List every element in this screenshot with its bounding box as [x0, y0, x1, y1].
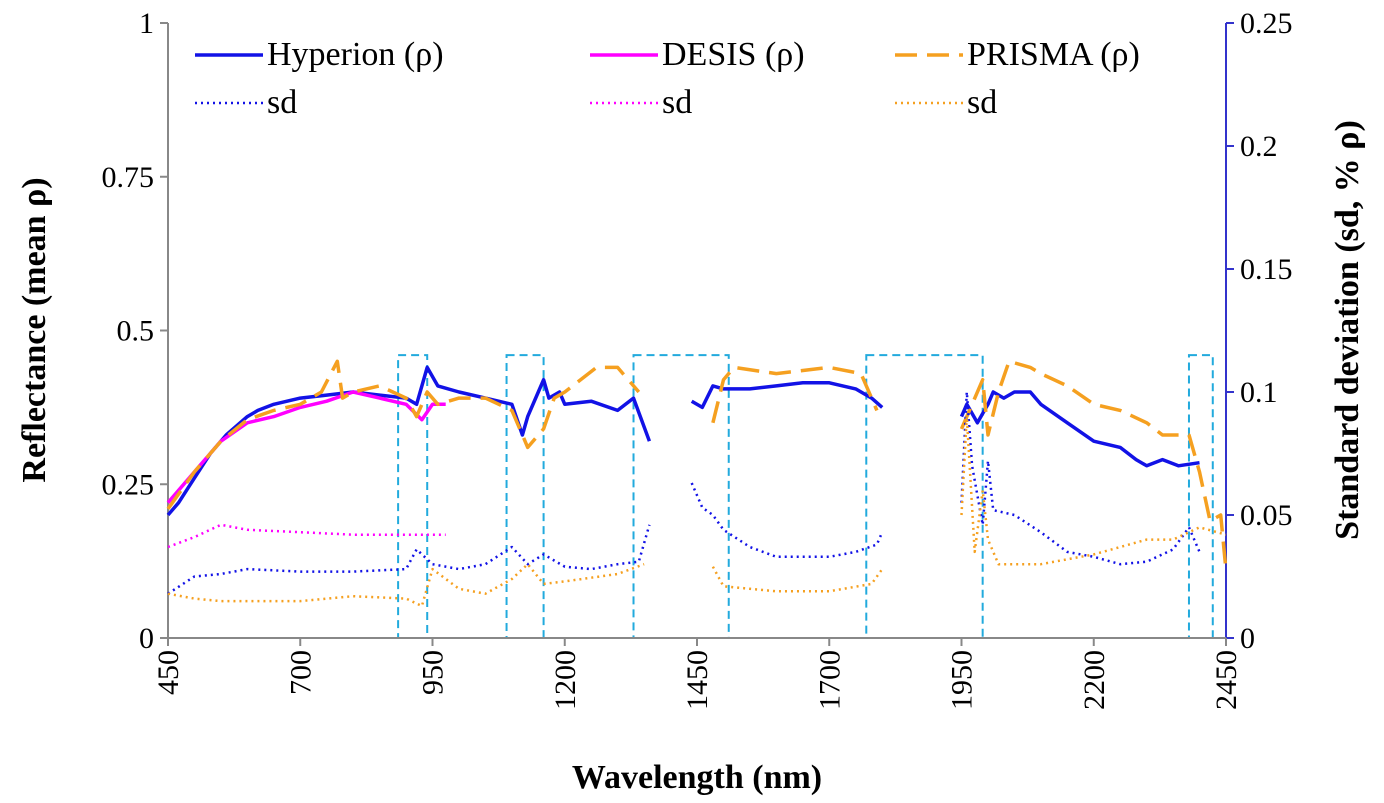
highlight-range: [865, 354, 984, 639]
y-tick-label: 1: [139, 7, 154, 40]
x-tick-label: 450: [152, 650, 185, 695]
x-tick-label: 2200: [1078, 650, 1111, 710]
highlight-range: [1187, 354, 1214, 639]
y2-tick-label: 0.25: [1240, 7, 1293, 40]
legend-label: sd: [967, 84, 997, 121]
y-tick-label: 0.75: [102, 161, 155, 194]
y-tick-label: 0.25: [102, 468, 155, 501]
x-tick-label: 1450: [681, 650, 714, 710]
legend-label: DESIS (ρ): [662, 36, 805, 73]
highlight-range: [632, 354, 730, 639]
x-axis-title: Wavelength (nm): [572, 759, 822, 796]
y2-tick-label: 0: [1240, 622, 1255, 655]
x-tick-label: 950: [417, 650, 450, 695]
x-tick-label: 1950: [946, 650, 979, 710]
legend-label: Hyperion (ρ): [267, 36, 444, 73]
highlight-range: [505, 354, 545, 639]
x-tick-label: 1700: [813, 650, 846, 710]
y2-tick-label: 0.15: [1240, 253, 1293, 286]
legend-label: PRISMA (ρ): [967, 36, 1140, 73]
series-line: [167, 523, 446, 549]
legend-label: sd: [267, 84, 297, 121]
legend-label: sd: [662, 84, 692, 121]
x-tick-label: 1200: [549, 650, 582, 710]
series-line: [166, 359, 1228, 571]
y2-tick-label: 0.1: [1240, 376, 1278, 409]
y-tick-label: 0.5: [117, 315, 155, 348]
y2-axis-title: Standard deviation (sd, % ρ): [1329, 120, 1366, 540]
x-tick-label: 700: [284, 650, 317, 695]
series-line: [167, 390, 1201, 595]
y2-tick-label: 0.05: [1240, 499, 1293, 532]
y-tick-label: 0: [139, 622, 154, 655]
x-tick-label: 2450: [1210, 650, 1243, 710]
y2-tick-label: 0.2: [1240, 130, 1278, 163]
y-axis-title: Reflectance (mean ρ): [16, 177, 53, 482]
series-line: [166, 390, 446, 504]
series-line: [167, 415, 1227, 608]
